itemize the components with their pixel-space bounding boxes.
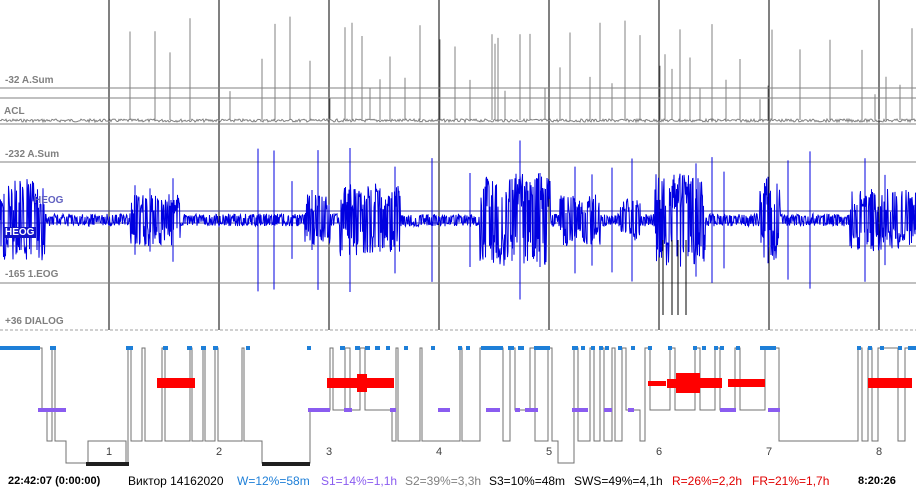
wake-stage-mark (201, 346, 206, 350)
rem-stage-block (157, 378, 195, 388)
rem-stage-block (868, 378, 912, 388)
wake-stage-mark (880, 346, 884, 350)
wake-stage-mark (618, 346, 622, 350)
wake-stage-mark (375, 346, 380, 350)
wake-stage-mark (599, 346, 603, 350)
acl-baseline-trace (0, 117, 916, 124)
wake-stage-mark (340, 346, 345, 350)
rem-stage-block (700, 378, 722, 388)
status-bar: 22:42:07 (0:00:00) Виктор 14162020 W=12%… (0, 472, 916, 490)
deep-sleep-bar (262, 462, 310, 466)
wake-stage-mark (518, 346, 524, 350)
wake-stage-mark (714, 346, 718, 350)
acl-channel-label: ACL (4, 106, 25, 117)
wake-stat: W=12%=58m (237, 474, 310, 488)
s1-stage-mark (438, 408, 450, 412)
wake-stage-mark (481, 346, 503, 350)
wake-stage-mark (736, 346, 740, 350)
s1-stage-mark (768, 408, 780, 412)
wake-stage-mark (307, 346, 311, 350)
wake-stage-mark (213, 346, 218, 350)
wake-stage-mark (605, 346, 609, 350)
wake-stage-mark (868, 346, 872, 350)
sws-stat: SWS=49%=4,1h (574, 474, 663, 488)
s1-stage-mark (486, 408, 500, 412)
s1-stage-mark (515, 408, 520, 412)
s1-stage-mark (572, 408, 588, 412)
rem-stage-block (667, 379, 677, 388)
wake-stage-mark (693, 346, 697, 350)
wake-stage-mark (591, 346, 595, 350)
start-time: 22:42:07 (0:00:00) (8, 475, 101, 487)
wake-stage-mark (720, 346, 724, 350)
s1-stage-mark (525, 408, 538, 412)
s1-stage-mark (720, 408, 736, 412)
wake-stage-mark (631, 346, 635, 350)
wake-stage-mark (702, 346, 706, 350)
heog-scale-label: -232 A.Sum (5, 149, 60, 160)
s1-stage-mark (344, 408, 352, 412)
heog-inline-label: HEOG (34, 195, 64, 206)
s1-stage-mark (390, 408, 396, 412)
wake-stage-mark (572, 346, 578, 350)
hour-marker: 2 (216, 446, 223, 458)
wake-stage-mark (898, 346, 902, 350)
wake-stage-mark (581, 346, 585, 350)
s1-stage-mark (308, 408, 330, 412)
s1-stage-mark (628, 408, 634, 412)
hour-marker: 5 (546, 446, 553, 458)
heog-channel-label[interactable]: HEOG (3, 227, 37, 238)
rem-stat: R=26%=2,2h (672, 474, 743, 488)
hour-marker: 3 (326, 446, 333, 458)
wake-stage-mark (404, 346, 408, 350)
s1-stage-mark (604, 408, 612, 412)
heog-trace (0, 173, 916, 267)
signal-plot-area[interactable] (0, 0, 916, 470)
acl-scale-label: -32 A.Sum (5, 75, 54, 86)
wake-stage-mark (163, 346, 168, 350)
record-name: Виктор 14162020 (128, 474, 224, 488)
s1-stat: S1=14%=1,1h (321, 474, 398, 488)
dialog-scale-label: +36 DIALOG (5, 316, 64, 327)
hour-marker: 4 (436, 446, 443, 458)
wake-stage-mark (0, 346, 40, 350)
wake-stage-mark (458, 346, 462, 350)
wake-stage-mark (648, 346, 652, 350)
wake-stage-mark (466, 346, 470, 350)
wake-stage-mark (668, 346, 672, 350)
wake-stage-mark (534, 346, 550, 350)
rem-stage-block (728, 379, 765, 387)
wake-stage-mark (508, 346, 514, 350)
wake-stage-mark (431, 346, 435, 350)
wake-stage-mark (857, 346, 861, 350)
eog-scale-label: -165 1.EOG (5, 269, 59, 280)
wake-stage-mark (355, 346, 360, 350)
wake-stage-mark (760, 346, 776, 350)
hypnogram-line (0, 347, 916, 464)
s3-stat: S3=10%=48m (489, 474, 566, 488)
rem-stage-block (357, 374, 367, 392)
wake-stage-mark (908, 346, 916, 350)
hour-marker: 7 (766, 446, 773, 458)
hour-marker: 8 (876, 446, 883, 458)
hour-marker: 1 (106, 446, 113, 458)
deep-sleep-bar (86, 462, 129, 466)
wake-stage-mark (126, 346, 133, 350)
s2-stat: S2=39%=3,3h (405, 474, 482, 488)
s1-stage-mark (38, 408, 66, 412)
rem-stage-block (676, 373, 700, 393)
end-time: 8:20:26 (858, 475, 896, 487)
wake-stage-mark (386, 346, 390, 350)
wake-stage-mark (246, 346, 250, 350)
fr-stat: FR=21%=1,7h (752, 474, 830, 488)
wake-stage-mark (50, 346, 56, 350)
wake-stage-mark (187, 346, 192, 350)
hour-marker: 6 (656, 446, 663, 458)
rem-stage-block (648, 381, 666, 386)
wake-stage-mark (365, 346, 370, 350)
